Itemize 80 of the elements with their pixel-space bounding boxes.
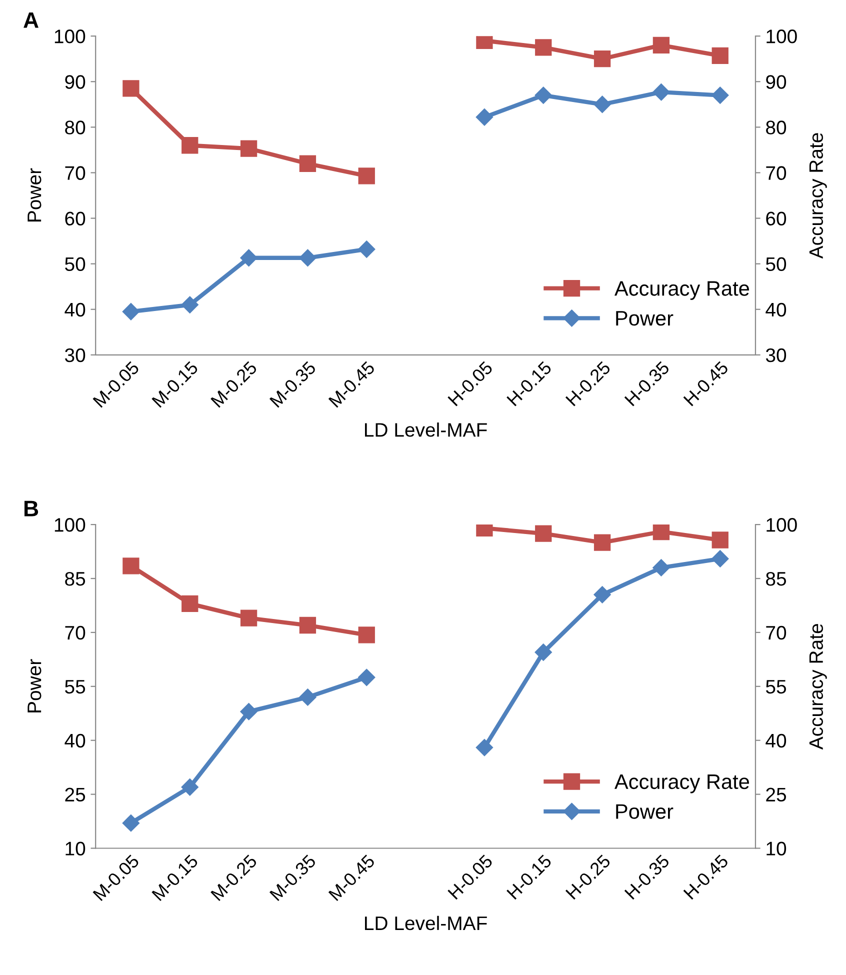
y2-tick-label: 90 xyxy=(766,75,786,89)
point xyxy=(358,240,376,258)
y2-tick-label: 50 xyxy=(766,257,786,272)
point xyxy=(652,84,670,101)
point xyxy=(122,558,140,574)
point xyxy=(358,168,375,184)
point xyxy=(535,525,552,542)
y-tick-label: 55 xyxy=(65,680,86,694)
y-tick-label: 80 xyxy=(65,120,86,134)
point xyxy=(181,778,198,796)
y-tick-label: 50 xyxy=(65,257,86,272)
point xyxy=(358,626,375,644)
point xyxy=(712,86,729,104)
y2-tick-label: 30 xyxy=(766,348,786,362)
y-axis-title: Power xyxy=(28,168,42,222)
y-tick-label: 100 xyxy=(54,30,86,44)
point xyxy=(652,36,670,54)
y-tick-label: 60 xyxy=(65,212,86,226)
y2-tick-label: 40 xyxy=(766,734,786,748)
y2-tick-label: 25 xyxy=(766,788,786,802)
y-tick-label: 100 xyxy=(54,518,86,532)
point xyxy=(712,532,728,548)
point xyxy=(712,47,728,64)
point xyxy=(299,616,316,634)
y2-tick-label: 70 xyxy=(766,626,786,640)
point xyxy=(534,644,552,661)
point xyxy=(122,303,140,320)
y2-tick-label: 100 xyxy=(766,30,797,44)
point xyxy=(476,738,494,756)
y2-tick-label: 10 xyxy=(766,842,786,856)
point xyxy=(240,703,258,720)
y-tick-label: 70 xyxy=(65,166,86,180)
point xyxy=(712,550,729,568)
legend-label: Accuracy Rate xyxy=(614,774,750,794)
y-tick-label: 30 xyxy=(64,348,86,362)
point xyxy=(535,39,552,56)
point xyxy=(534,86,552,104)
x-axis-title: LD Level-MAF xyxy=(365,916,487,930)
y-tick-label: 10 xyxy=(66,842,86,856)
y2-tick-label: 55 xyxy=(766,680,786,694)
x-axis-title: LD Level-MAF xyxy=(365,422,487,437)
y-tick-label: 40 xyxy=(64,734,86,748)
y2-tick-label: 60 xyxy=(766,212,786,226)
point xyxy=(240,249,258,266)
point xyxy=(594,96,611,113)
y-tick-label: 40 xyxy=(64,302,86,317)
y-tick-label: 85 xyxy=(65,572,86,586)
point xyxy=(122,80,140,97)
point xyxy=(182,595,198,612)
y2-axis-title: Accuracy Rate xyxy=(809,624,827,750)
y-tick-label: 90 xyxy=(65,75,86,89)
point xyxy=(594,50,611,68)
point xyxy=(122,814,140,832)
y2-axis-title: Accuracy Rate xyxy=(809,133,827,259)
point xyxy=(240,610,258,626)
point xyxy=(594,586,611,604)
y2-tick-label: 85 xyxy=(766,572,786,586)
y2-tick-label: 80 xyxy=(766,120,786,134)
point xyxy=(652,559,670,576)
point xyxy=(181,296,198,314)
chart-title: A xyxy=(24,12,38,28)
point xyxy=(299,688,316,706)
y2-tick-label: 70 xyxy=(766,166,786,180)
point xyxy=(299,249,316,266)
y-tick-label: 70 xyxy=(65,626,86,640)
y-tick-label: 25 xyxy=(65,788,86,802)
point xyxy=(182,137,198,154)
legend-label: Accuracy Rate xyxy=(614,281,750,300)
y2-tick-label: 100 xyxy=(766,518,797,532)
chart-title: B xyxy=(24,500,38,516)
point xyxy=(299,155,316,172)
legend-label: Power xyxy=(616,311,674,326)
point xyxy=(476,108,494,126)
y2-tick-label: 40 xyxy=(766,302,786,317)
point xyxy=(358,668,376,686)
legend-label: Power xyxy=(616,804,674,819)
point xyxy=(594,534,611,551)
point xyxy=(652,524,670,540)
point xyxy=(240,140,258,157)
y-axis-title: Power xyxy=(28,659,42,712)
